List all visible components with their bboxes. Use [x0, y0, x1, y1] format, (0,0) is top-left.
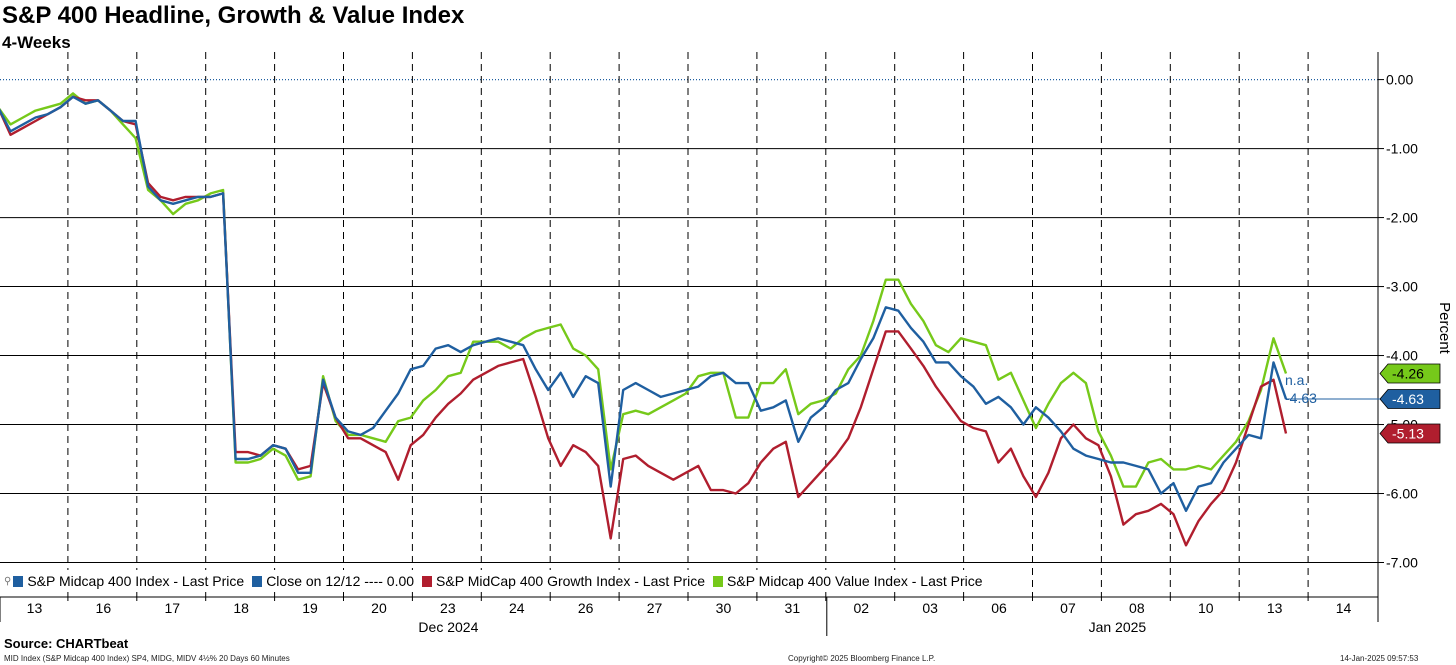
y-tick-label: -4.00	[1386, 348, 1418, 364]
x-group-label-jan: Jan 2025	[1089, 619, 1147, 635]
y-tick-label: 0.00	[1386, 72, 1413, 88]
badge-label-midcap: -4.63	[1392, 391, 1424, 407]
x-tick-label: 03	[922, 600, 938, 616]
x-tick-label: 10	[1198, 600, 1214, 616]
legend-label-close: Close on 12/12 ---- 0.00	[266, 573, 415, 589]
footer-timestamp: 14-Jan-2025 09:57:53	[1340, 654, 1419, 663]
y-axis: 0.00-1.00-2.00-3.00-4.00-5.00-6.00-7.00P…	[1377, 52, 1453, 597]
x-tick-label: 07	[1060, 600, 1076, 616]
legend-item-growth: S&P MidCap 400 Growth Index - Last Price	[422, 573, 705, 589]
y-axis-title: Percent	[1436, 302, 1453, 355]
annotation-last-value: -4.63	[1285, 390, 1317, 406]
badge-value	[1379, 363, 1441, 384]
legend-pin-icon: ⚲	[4, 575, 12, 587]
series-line-value	[0, 92, 1288, 488]
badge-midcap	[1379, 389, 1441, 409]
legend-item-midcap: S&P Midcap 400 Index - Last Price	[13, 573, 244, 589]
session-separators	[67, 52, 1309, 597]
x-tick-label: 06	[991, 600, 1007, 616]
badge-label-value: -4.26	[1392, 365, 1424, 381]
y-tick-label: -2.00	[1386, 210, 1418, 226]
x-tick-label: 02	[853, 600, 869, 616]
x-tick-label: 14	[1336, 600, 1352, 616]
y-tick-label: -6.00	[1386, 486, 1418, 502]
badge-label-growth: -5.13	[1392, 426, 1424, 442]
x-tick-label: 16	[96, 600, 112, 616]
x-group-label-dec: Dec 2024	[418, 619, 478, 635]
x-tick-label: 18	[233, 600, 249, 616]
x-axis: 13 16 17 18 19 20 23 24 26 27 30 31 02 03 06 07 08 10 13 14…	[0, 596, 1379, 636]
footer-left: MID Index (S&P Midcap 400 Index) SP4, MI…	[4, 654, 290, 663]
footer-copyright: Copyright© 2025 Bloomberg Finance L.P.	[788, 654, 936, 663]
legend: ⚲ S&P Midcap 400 Index - Last Price Clos…	[4, 570, 991, 592]
x-tick-label: 27	[647, 600, 663, 616]
legend-swatch-growth	[422, 575, 433, 587]
badge-growth	[1379, 423, 1441, 444]
annotation-na: n.a.	[1285, 372, 1308, 388]
x-tick-label: 17	[164, 600, 180, 616]
series-line-growth	[0, 95, 1288, 547]
grid	[0, 78, 1378, 564]
y-tick-label: -1.00	[1386, 141, 1418, 157]
legend-swatch-value	[713, 575, 724, 587]
legend-swatch-close	[252, 575, 263, 587]
last-value-badges: -4.63 -5.13 -4.26 n.a. -4.63	[1285, 363, 1441, 444]
series-layer	[0, 92, 1288, 547]
chart-title: S&P 400 Headline, Growth & Value Index	[2, 2, 465, 29]
legend-swatch-midcap	[13, 575, 24, 587]
x-tick-label: 19	[302, 600, 318, 616]
x-tick-label: 20	[371, 600, 387, 616]
x-tick-label: 23	[440, 600, 456, 616]
y-tick-label: -7.00	[1386, 555, 1418, 571]
y-tick-label: -3.00	[1386, 279, 1418, 295]
x-tick-label: 31	[785, 600, 801, 616]
chart-subtitle: 4-Weeks	[2, 33, 71, 52]
x-tick-label: 13	[27, 600, 43, 616]
series-line-midcap	[0, 95, 1288, 512]
legend-item-close: Close on 12/12 ---- 0.00	[252, 573, 414, 589]
x-tick-label: 30	[716, 600, 732, 616]
source-note: Source: CHARTbeat	[4, 636, 129, 651]
x-tick-label: 08	[1129, 600, 1145, 616]
x-tick-label: 13	[1267, 600, 1283, 616]
legend-item-value: S&P Midcap 400 Value Index - Last Price	[713, 573, 983, 589]
legend-label-value: S&P Midcap 400 Value Index - Last Price	[727, 573, 983, 589]
legend-label-growth: S&P MidCap 400 Growth Index - Last Price	[436, 573, 706, 589]
x-tick-label: 26	[578, 600, 594, 616]
x-tick-label: 24	[509, 600, 525, 616]
legend-label-midcap: S&P Midcap 400 Index - Last Price	[27, 573, 245, 589]
